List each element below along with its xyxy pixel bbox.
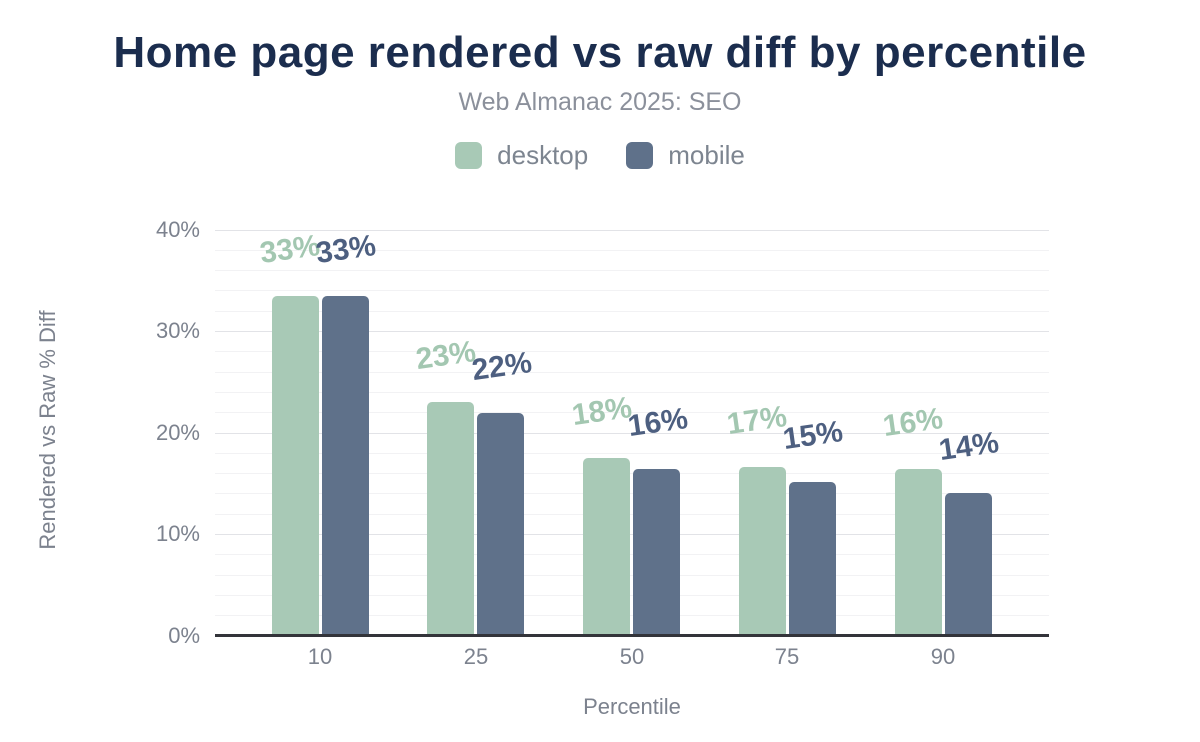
x-tick-label-10: 10 [307, 644, 333, 669]
bar-desktop-10 [272, 296, 319, 635]
legend-label: desktop [497, 140, 589, 170]
gridline-major-20 [215, 433, 1049, 434]
gridline-minor-32 [215, 311, 1049, 312]
gridline-major-30 [215, 331, 1049, 332]
gridline-minor-28 [215, 351, 1049, 352]
x-axis-title: Percentile [583, 694, 681, 719]
bar-desktop-90 [895, 469, 942, 635]
chart-subtitle: Web Almanac 2025: SEO [458, 88, 742, 116]
bar-mobile-75 [789, 482, 836, 635]
x-axis-line [215, 634, 1049, 637]
bar-desktop-25 [427, 402, 474, 635]
y-tick-label-40: 40% [155, 217, 200, 242]
x-tick-label-90: 90 [930, 644, 956, 669]
gridline-minor-14 [215, 493, 1049, 494]
legend: desktop mobile [0, 140, 1200, 171]
bar-mobile-10 [322, 296, 369, 635]
y-tick-label-10: 10% [155, 521, 200, 546]
gridline-minor-18 [215, 453, 1049, 454]
bar-desktop-75 [739, 467, 786, 635]
gridline-minor-36 [215, 270, 1049, 271]
gridline-minor-12 [215, 514, 1049, 515]
legend-label: mobile [668, 140, 745, 170]
legend-item-desktop: desktop [455, 140, 588, 171]
gridline-major-10 [215, 534, 1049, 535]
legend-swatch-desktop [455, 142, 483, 169]
chart-title: Home page rendered vs raw diff by percen… [113, 28, 1087, 77]
gridline-minor-22 [215, 412, 1049, 413]
legend-item-mobile: mobile [626, 140, 745, 171]
legend-swatch-mobile [626, 142, 654, 169]
gridline-minor-4 [215, 595, 1049, 596]
y-tick-label-20: 20% [155, 420, 200, 445]
gridline-major-40 [215, 230, 1049, 231]
bar-mobile-25 [477, 413, 524, 635]
gridline-minor-26 [215, 372, 1049, 373]
gridline-minor-16 [215, 473, 1049, 474]
bar-mobile-90 [945, 493, 992, 635]
x-tick-label-75: 75 [774, 644, 800, 669]
y-axis-title-text: Rendered vs Raw % Diff [35, 310, 60, 550]
gridline-minor-2 [215, 615, 1049, 616]
x-tick-label-25: 25 [463, 644, 489, 669]
gridline-minor-24 [215, 392, 1049, 393]
gridline-minor-34 [215, 290, 1049, 291]
bar-desktop-50 [583, 458, 630, 636]
y-tick-label-30: 30% [155, 318, 200, 343]
gridline-minor-6 [215, 575, 1049, 576]
bar-mobile-50 [633, 469, 680, 635]
x-tick-label-50: 50 [619, 644, 645, 669]
y-tick-label-0: 0% [168, 623, 200, 648]
gridline-minor-8 [215, 554, 1049, 555]
gridline-minor-38 [215, 250, 1049, 251]
